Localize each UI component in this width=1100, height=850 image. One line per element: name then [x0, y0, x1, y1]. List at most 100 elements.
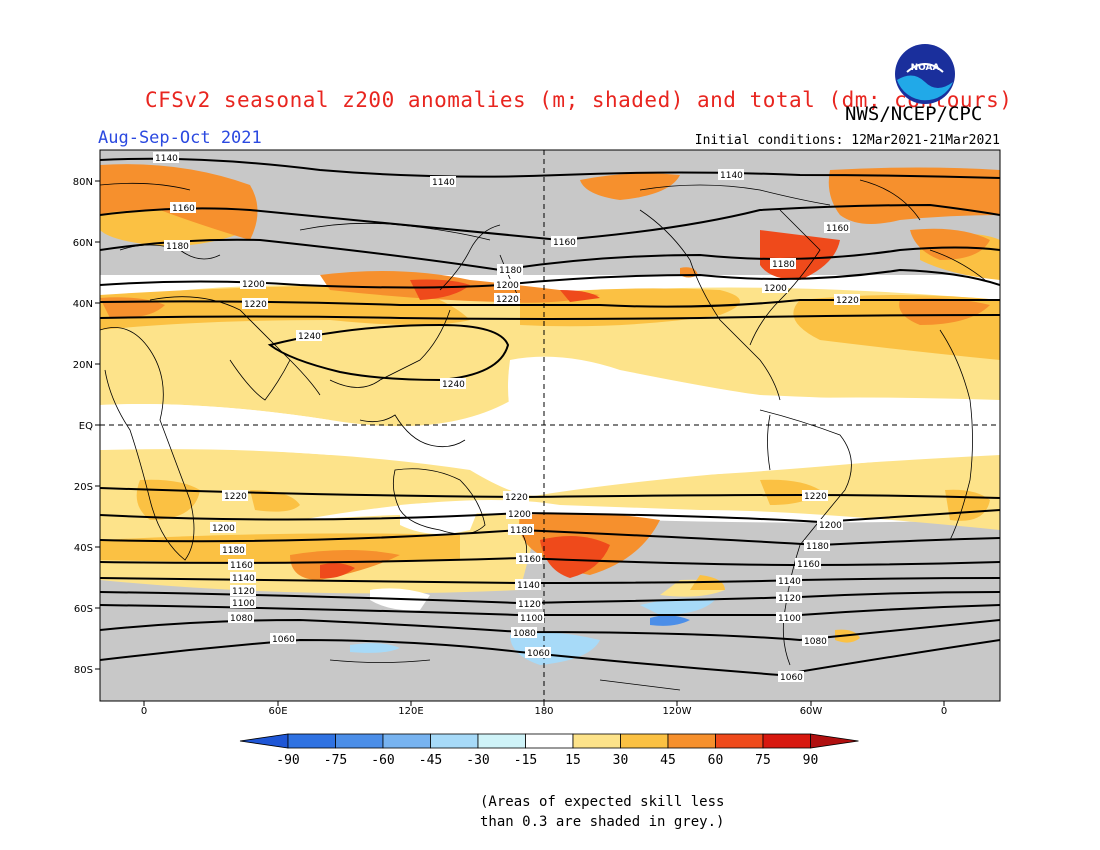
svg-text:60S: 60S: [74, 604, 93, 615]
colorbar-label: -75: [324, 753, 347, 768]
svg-text:1240: 1240: [298, 332, 321, 342]
contour-label: 1100: [518, 612, 544, 624]
contour-label: 1200: [494, 279, 520, 291]
contour-label: 1200: [240, 278, 266, 290]
svg-text:120E: 120E: [398, 706, 423, 717]
contour-label: 1200: [506, 508, 532, 520]
svg-text:1080: 1080: [513, 629, 536, 639]
svg-text:1180: 1180: [222, 546, 245, 556]
lat-tick: 20S: [74, 482, 100, 493]
contour-label: 1160: [228, 559, 254, 571]
svg-text:1200: 1200: [508, 510, 531, 520]
contour-label: 1140: [515, 579, 541, 591]
contour-label: 1100: [230, 597, 256, 609]
colorbar-swatch: [430, 733, 479, 749]
svg-text:0: 0: [141, 706, 147, 717]
contour-label: 1160: [824, 222, 850, 234]
lat-tick: 80S: [74, 665, 100, 676]
svg-text:1180: 1180: [499, 266, 522, 276]
colorbar-swatch: [620, 733, 669, 749]
agency-label: NWS/NCEP/CPC: [845, 103, 983, 125]
svg-text:1100: 1100: [520, 614, 543, 624]
contour-label: 1160: [516, 553, 542, 565]
svg-text:1140: 1140: [720, 171, 743, 181]
contour-label: 1220: [222, 490, 248, 502]
svg-text:1160: 1160: [553, 238, 576, 248]
lat-tick: 40N: [73, 299, 100, 310]
colorbar-swatch: [762, 733, 811, 749]
svg-text:1200: 1200: [764, 284, 787, 294]
svg-text:1200: 1200: [819, 521, 842, 531]
colorbar-swatch: [715, 733, 764, 749]
contour-label: 1240: [296, 330, 322, 342]
svg-text:1180: 1180: [166, 242, 189, 252]
contour-label: 1160: [551, 236, 577, 248]
svg-text:1180: 1180: [772, 260, 795, 270]
contour-label: 1180: [164, 240, 190, 252]
map-field: [100, 150, 1000, 701]
contour-label: 1080: [511, 627, 537, 639]
skill-note: (Areas of expected skill less than 0.3 a…: [480, 792, 724, 832]
colorbar-label: -15: [514, 753, 537, 768]
contour-label: 1160: [170, 202, 196, 214]
svg-text:1140: 1140: [517, 581, 540, 591]
contour-label: 1180: [508, 524, 534, 536]
colorbar-high-arrow: [810, 733, 859, 749]
svg-text:60E: 60E: [268, 706, 287, 717]
contour-label: 1080: [802, 635, 828, 647]
lon-tick: 120E: [398, 701, 424, 717]
lat-tick: 20N: [73, 360, 100, 371]
contour-label: 1220: [503, 491, 529, 503]
svg-text:1200: 1200: [212, 524, 235, 534]
lat-tick: 60N: [73, 238, 100, 249]
svg-text:1200: 1200: [496, 281, 519, 291]
contour-label: 1100: [776, 612, 802, 624]
longitude-axis: 0 60E 120E 180 120W 60W 0: [141, 701, 947, 717]
lon-tick: 120W: [663, 701, 692, 717]
lon-tick: 180: [534, 701, 554, 717]
colorbar-swatch: [335, 733, 384, 749]
contour-label: 1140: [776, 575, 802, 587]
svg-text:20S: 20S: [74, 482, 93, 493]
contour-label: 1200: [817, 519, 843, 531]
svg-text:80N: 80N: [73, 177, 93, 188]
lat-tick: 80N: [73, 177, 100, 188]
svg-text:1180: 1180: [510, 526, 533, 536]
svg-text:1180: 1180: [806, 542, 829, 552]
lon-tick: 0: [941, 701, 947, 717]
contour-label: 1120: [230, 585, 256, 597]
svg-text:120W: 120W: [663, 706, 692, 717]
contour-label: 1220: [494, 293, 520, 305]
colorbar-label: 90: [803, 753, 819, 768]
colorbar-swatch: [477, 733, 526, 749]
svg-text:20N: 20N: [73, 360, 93, 371]
svg-text:1220: 1220: [244, 300, 267, 310]
colorbar-low-arrow: [239, 733, 289, 749]
colorbar-label: 60: [708, 753, 724, 768]
contour-label: 1120: [776, 592, 802, 604]
svg-text:1140: 1140: [778, 577, 801, 587]
lat-tick: 40S: [74, 543, 100, 554]
contour-label: 1140: [718, 169, 744, 181]
reference-lines: [100, 150, 1000, 701]
svg-text:40S: 40S: [74, 543, 93, 554]
colorbar-swatch: [382, 733, 431, 749]
season-label: Aug-Sep-Oct 2021: [98, 128, 262, 148]
initial-conditions: Initial conditions: 12Mar2021-21Mar2021: [694, 133, 1000, 148]
contour-label: 1180: [220, 544, 246, 556]
svg-text:1060: 1060: [272, 635, 295, 645]
svg-text:1100: 1100: [232, 599, 255, 609]
colorbar-swatch: [287, 733, 336, 749]
svg-text:40N: 40N: [73, 299, 93, 310]
svg-text:1080: 1080: [804, 637, 827, 647]
skill-note-line: (Areas of expected skill less: [480, 794, 725, 810]
svg-text:1160: 1160: [797, 560, 820, 570]
colorbar-label: -30: [466, 753, 489, 768]
svg-text:1120: 1120: [778, 594, 801, 604]
latitude-axis: 80N 60N 40N 20N EQ 20S 40S 60S 80S: [73, 177, 100, 676]
svg-text:1220: 1220: [224, 492, 247, 502]
contour-label: 1160: [795, 558, 821, 570]
contour-label: 1060: [270, 633, 296, 645]
svg-text:NOAA: NOAA: [911, 63, 940, 73]
